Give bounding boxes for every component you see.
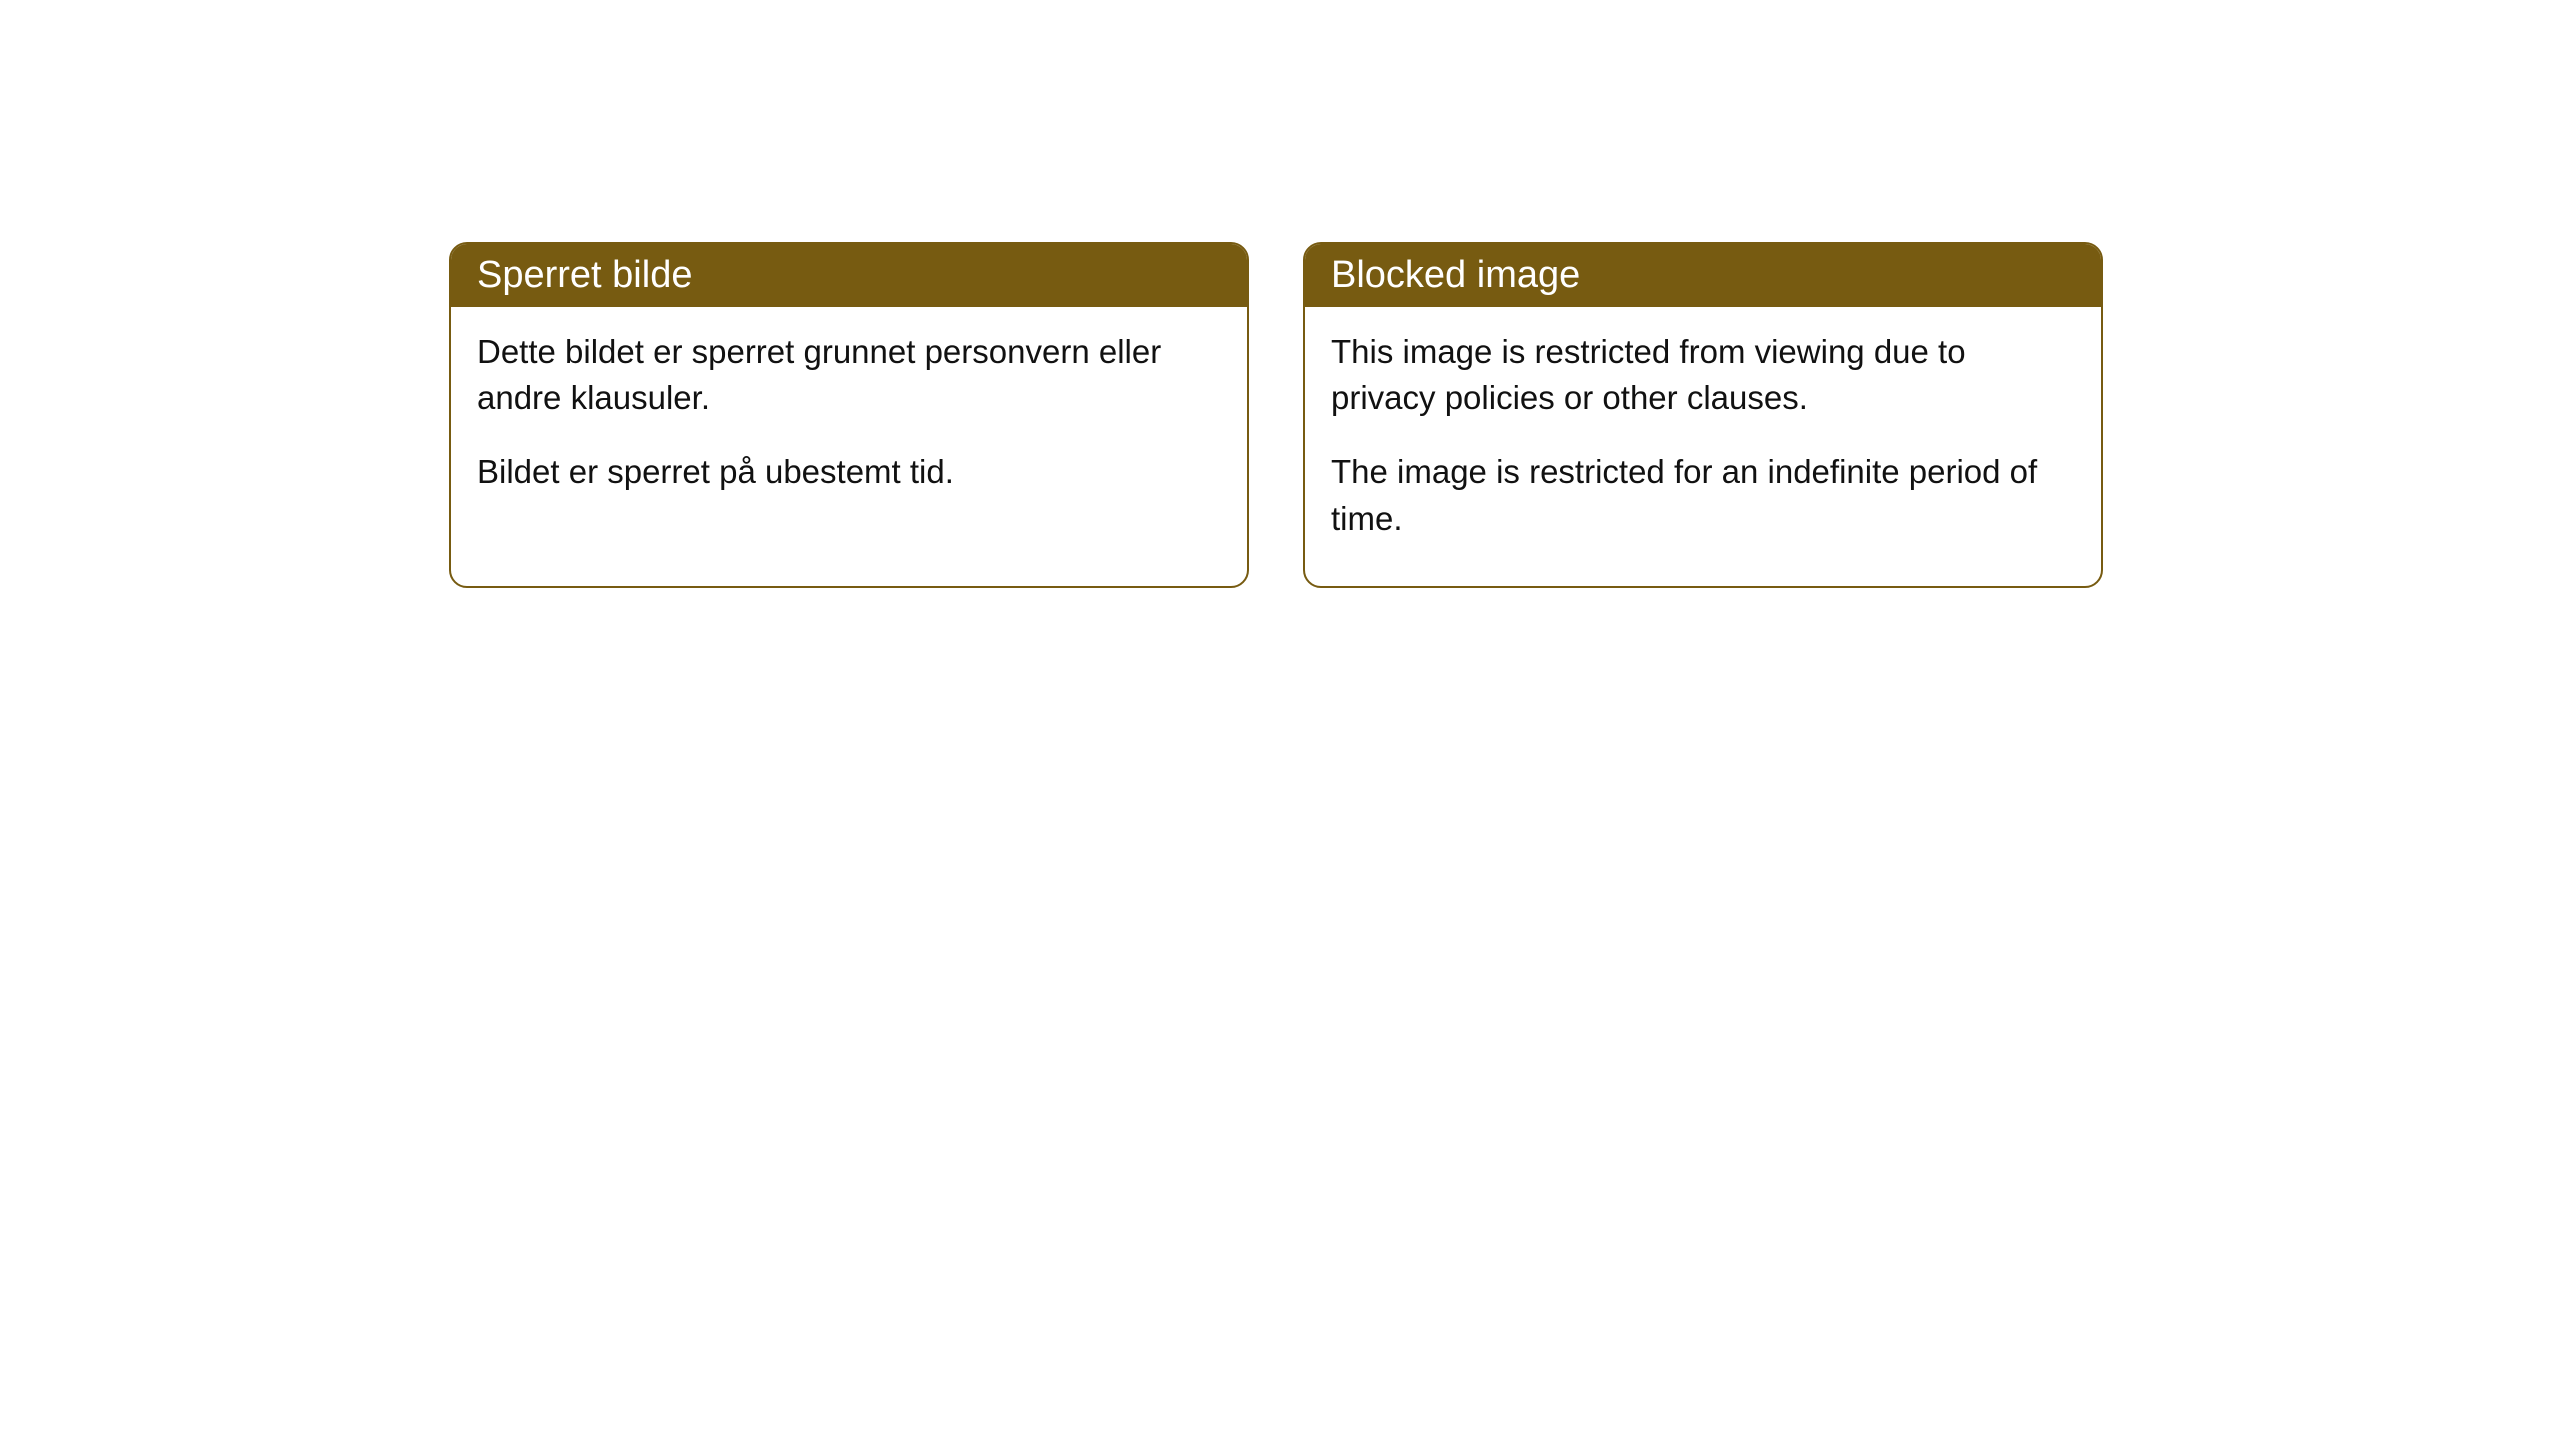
card-title: Blocked image: [1331, 254, 1580, 296]
card-body: Dette bildet er sperret grunnet personve…: [451, 307, 1247, 540]
card-body: This image is restricted from viewing du…: [1305, 307, 2101, 586]
notice-card-norwegian: Sperret bilde Dette bildet er sperret gr…: [449, 242, 1249, 588]
card-header: Sperret bilde: [451, 244, 1247, 307]
card-title: Sperret bilde: [477, 254, 692, 296]
notice-paragraph: The image is restricted for an indefinit…: [1331, 449, 2075, 541]
card-header: Blocked image: [1305, 244, 2101, 307]
notice-paragraph: Bildet er sperret på ubestemt tid.: [477, 449, 1221, 495]
notice-paragraph: This image is restricted from viewing du…: [1331, 329, 2075, 421]
notice-paragraph: Dette bildet er sperret grunnet personve…: [477, 329, 1221, 421]
notice-card-english: Blocked image This image is restricted f…: [1303, 242, 2103, 588]
notice-container: Sperret bilde Dette bildet er sperret gr…: [449, 242, 2103, 588]
